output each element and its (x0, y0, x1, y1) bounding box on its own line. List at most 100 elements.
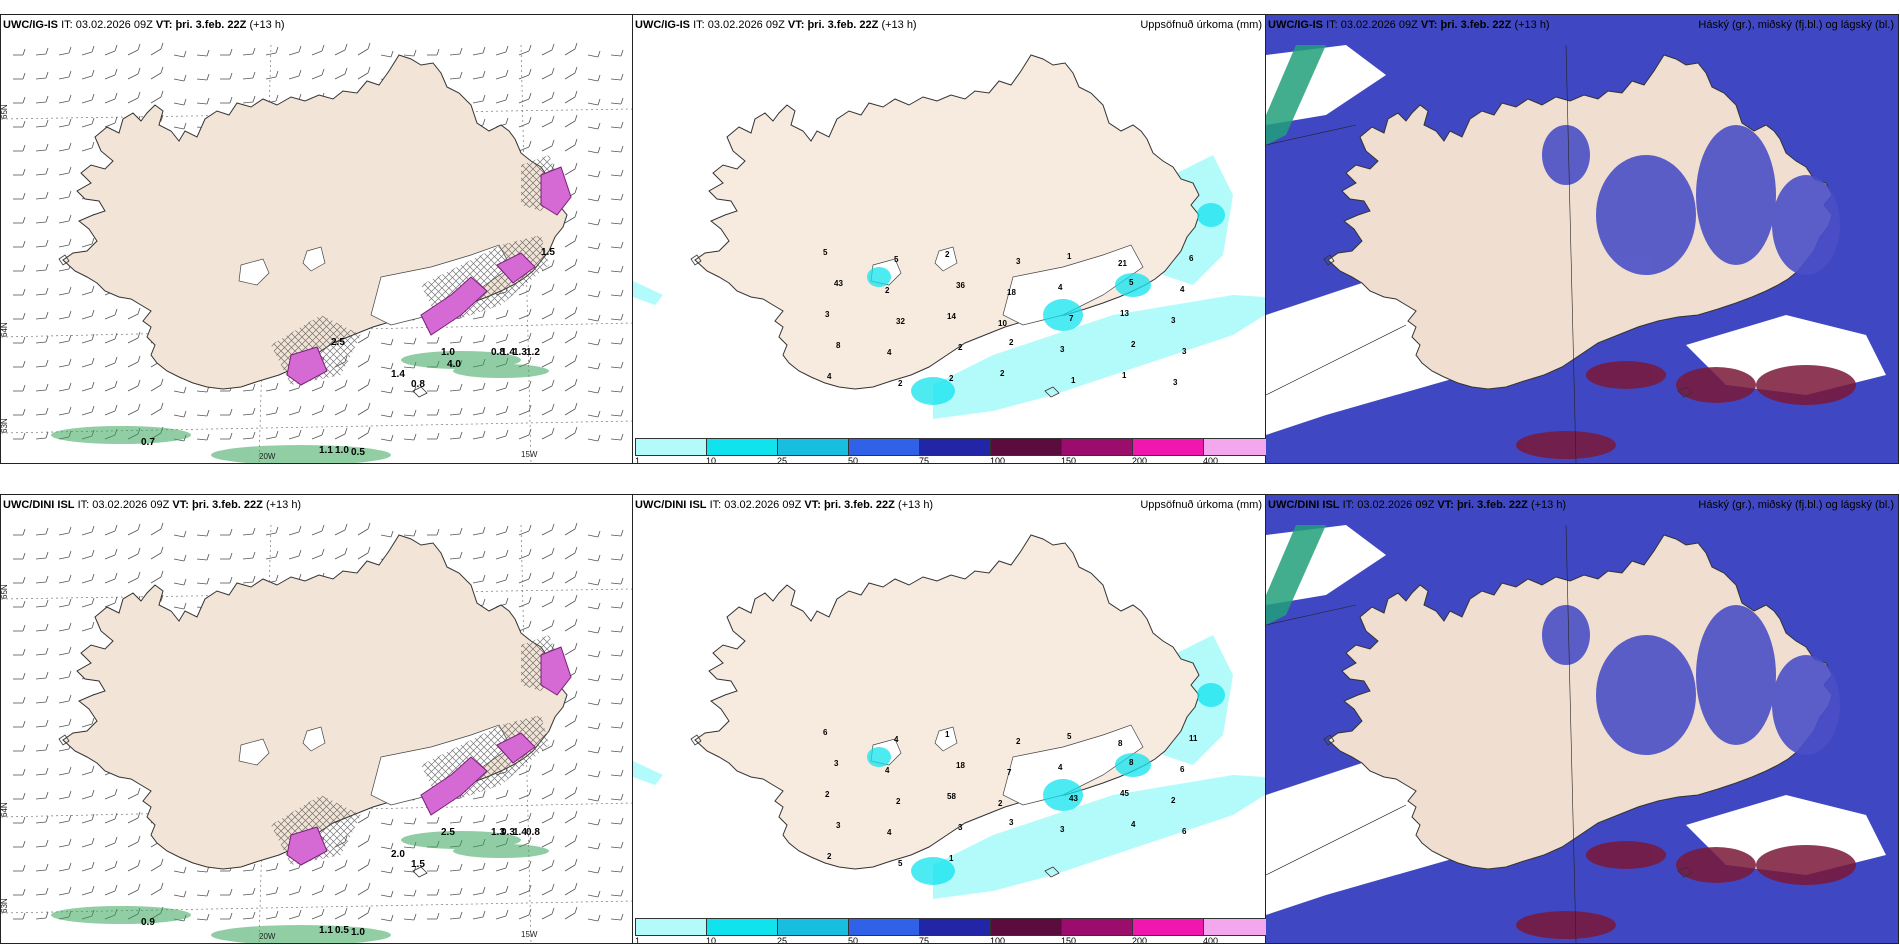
precip-colorbar-bottom: 1 10 25 50 75 100 150 200 400 (635, 918, 1266, 943)
wind-value-label: 2.5 (331, 337, 345, 348)
precip-value-label: 3 (825, 310, 830, 319)
wind-value-label: 4.0 (447, 359, 461, 370)
colorbar-swatch: 75 (919, 918, 990, 943)
precip-value-label: 32 (896, 317, 905, 326)
wind-value-label: 1.5 (541, 247, 555, 258)
precip-value-label: 8 (836, 341, 841, 350)
colorbar-swatch: 150 (1061, 918, 1132, 943)
lon-label: 15W (521, 450, 538, 459)
wind-value-label: 1.1 (319, 445, 333, 456)
precip-value-label: 3 (1171, 316, 1176, 325)
lat-label: 63N (1, 898, 9, 913)
cloud-map-header-bottom: UWC/DINI ISL IT: 03.02.2026 09Z VT: þri.… (1268, 499, 1567, 511)
precip-value-label: 4 (1180, 285, 1185, 294)
wind-value-label: 1.0 (441, 347, 455, 358)
colorbar-tick: 1 (635, 936, 641, 944)
precip-value-label: 3 (1173, 378, 1178, 387)
precip-value-label: 2 (958, 343, 963, 352)
precip-value-label: 43 (834, 279, 843, 288)
colorbar-swatch: 400 (1203, 918, 1266, 943)
wind-map-panel-top: UWC/IG-IS IT: 03.02.2026 09Z VT: þri. 3.… (0, 14, 634, 464)
lon-label: 20W (259, 932, 276, 941)
wind-value-label: 1.0 (351, 927, 365, 938)
wind-value-label: 0.3 (501, 827, 515, 838)
cloud-map-panel-top: UWC/IG-IS IT: 03.02.2026 09Z VT: þri. 3.… (1265, 14, 1899, 464)
precip-value-label: 4 (1058, 283, 1063, 292)
precip-value-label: 43 (1069, 794, 1078, 803)
wind-value-label: 1.4 (501, 347, 515, 358)
precip-value-label: 10 (998, 319, 1007, 328)
colorbar-swatch: 150 (1061, 438, 1132, 463)
colorbar-swatch: 50 (848, 438, 919, 463)
cloud-title-bottom: Háský (gr.), miðský (fj.bl.) og lágský (… (1698, 499, 1894, 511)
precip-value-label: 18 (956, 761, 965, 770)
precip-value-label: 8 (1118, 739, 1123, 748)
wind-value-label: 2.0 (391, 849, 405, 860)
precip-value-label: 4 (885, 766, 890, 775)
cloud-map-svg-top (1266, 15, 1898, 463)
cloud-map-header-top: UWC/IG-IS IT: 03.02.2026 09Z VT: þri. 3.… (1268, 19, 1550, 31)
wind-value-label: 0.8 (526, 827, 540, 838)
wind-value-label: 0.8 (491, 347, 505, 358)
colorbar-tick: 1 (635, 456, 641, 464)
colorbar-swatch: 10 (706, 438, 777, 463)
colorbar-swatch: 400 (1203, 438, 1266, 463)
wind-value-label: 1.4 (513, 827, 527, 838)
colorbar-tick: 400 (1203, 456, 1219, 464)
lon-label: 15W (521, 930, 538, 939)
lat-label: 65N (1, 584, 9, 599)
colorbar-tick: 10 (706, 456, 717, 464)
colorbar-tick: 100 (990, 936, 1006, 944)
colorbar-swatch: 10 (706, 918, 777, 943)
precip-title-bottom: Uppsöfnuð úrkoma (mm) (1140, 499, 1262, 511)
precip-value-label: 3 (834, 759, 839, 768)
precip-value-label: 2 (998, 799, 1003, 808)
precip-value-label: 2 (1131, 340, 1136, 349)
precip-value-label: 3 (836, 821, 841, 830)
colorbar-tick: 150 (1061, 936, 1077, 944)
precip-value-label: 2 (1016, 737, 1021, 746)
precip-value-label: 4 (887, 828, 892, 837)
colorbar-swatch: 100 (990, 918, 1061, 943)
wind-value-label: 2.5 (441, 827, 455, 838)
colorbar-swatch: 1 (635, 918, 706, 943)
wind-map-header-bottom: UWC/DINI ISL IT: 03.02.2026 09Z VT: þri.… (3, 499, 302, 511)
lat-label: 63N (1, 418, 9, 433)
colorbar-tick: 10 (706, 936, 717, 944)
colorbar-tick: 25 (777, 456, 788, 464)
precip-value-label: 2 (945, 250, 950, 259)
precip-value-label: 6 (1180, 765, 1185, 774)
precip-map-svg-top: 5523121643236184543321410713384223234222… (633, 54, 1265, 419)
lat-label: 64N (1, 322, 9, 337)
lon-label: 20W (259, 452, 276, 461)
colorbar-tick: 50 (848, 456, 859, 464)
precip-value-label: 3 (1060, 345, 1065, 354)
colorbar-tick: 100 (990, 456, 1006, 464)
wind-map-header-top: UWC/IG-IS IT: 03.02.2026 09Z VT: þri. 3.… (3, 19, 285, 31)
wind-value-label: 0.7 (141, 437, 155, 448)
precip-value-label: 58 (947, 792, 956, 801)
precip-value-label: 18 (1007, 288, 1016, 297)
wind-value-label: 0.9 (141, 917, 155, 928)
precip-value-label: 7 (1069, 314, 1074, 323)
cloud-map-svg-bottom (1266, 495, 1898, 943)
colorbar-tick: 150 (1061, 456, 1077, 464)
precip-value-label: 5 (823, 248, 828, 257)
precip-value-label: 2 (1171, 796, 1176, 805)
colorbar-swatch: 1 (635, 438, 706, 463)
precip-value-label: 7 (1007, 768, 1012, 777)
precip-value-label: 21 (1118, 259, 1127, 268)
precip-value-label: 45 (1120, 789, 1129, 798)
precip-title-top: Uppsöfnuð úrkoma (mm) (1140, 19, 1262, 31)
precip-value-label: 5 (1067, 732, 1072, 741)
precip-value-label: 1 (949, 854, 954, 863)
precip-value-label: 5 (894, 255, 899, 264)
precip-value-label: 4 (1058, 763, 1063, 772)
precip-value-label: 1 (945, 730, 950, 739)
precip-value-label: 2 (1009, 338, 1014, 347)
precip-value-label: 6 (1182, 827, 1187, 836)
precip-value-label: 3 (1009, 818, 1014, 827)
lat-label: 65N (1, 104, 9, 119)
